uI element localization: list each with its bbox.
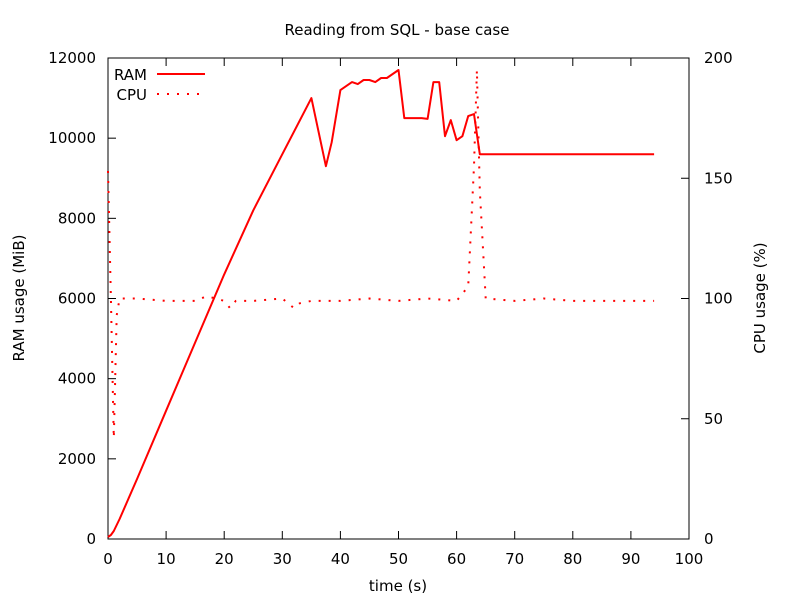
y2-tick-label: 50 bbox=[704, 410, 723, 428]
x-axis-label: time (s) bbox=[369, 577, 427, 595]
x-tick-label: 80 bbox=[563, 550, 582, 568]
x-tick-label: 100 bbox=[675, 550, 704, 568]
x-tick-label: 70 bbox=[505, 550, 524, 568]
y-tick-label: 8000 bbox=[58, 209, 96, 227]
y-tick-label: 2000 bbox=[58, 450, 96, 468]
y2-axis-ticks: 0 50 100 150 200 bbox=[681, 49, 733, 548]
x-tick-label: 10 bbox=[157, 550, 176, 568]
series-ram-line bbox=[107, 69, 655, 538]
x-tick-label: 30 bbox=[273, 550, 292, 568]
series-cpu-line bbox=[107, 69, 655, 439]
y-axis-label: RAM usage (MiB) bbox=[10, 235, 28, 362]
y-axis-ticks: 0 2000 4000 6000 8000 10000 12000 bbox=[48, 49, 116, 548]
plot-frame bbox=[107, 57, 690, 540]
y-tick-label: 10000 bbox=[48, 129, 96, 147]
y2-tick-label: 0 bbox=[704, 530, 714, 548]
y-tick-label: 6000 bbox=[58, 290, 96, 308]
x-tick-label: 90 bbox=[621, 550, 640, 568]
x-axis-ticks: 0 10 20 30 40 50 60 70 80 90 100 bbox=[103, 58, 703, 568]
y2-tick-label: 200 bbox=[704, 49, 733, 67]
x-tick-label: 20 bbox=[215, 550, 234, 568]
y2-tick-label: 150 bbox=[704, 169, 733, 187]
y-tick-label: 12000 bbox=[48, 49, 96, 67]
series-layer bbox=[107, 69, 655, 538]
x-tick-label: 60 bbox=[447, 550, 466, 568]
legend-label-ram: RAM bbox=[114, 66, 147, 84]
x-tick-label: 0 bbox=[103, 550, 113, 568]
legend-label-cpu: CPU bbox=[117, 86, 148, 104]
x-tick-label: 40 bbox=[331, 550, 350, 568]
y-tick-label: 4000 bbox=[58, 370, 96, 388]
legend: RAM CPU bbox=[114, 66, 205, 104]
y2-tick-label: 100 bbox=[704, 290, 733, 308]
y-tick-label: 0 bbox=[86, 530, 96, 548]
x-tick-label: 50 bbox=[389, 550, 408, 568]
chart-title: Reading from SQL - base case bbox=[285, 21, 510, 39]
y2-axis-label: CPU usage (%) bbox=[751, 242, 769, 353]
